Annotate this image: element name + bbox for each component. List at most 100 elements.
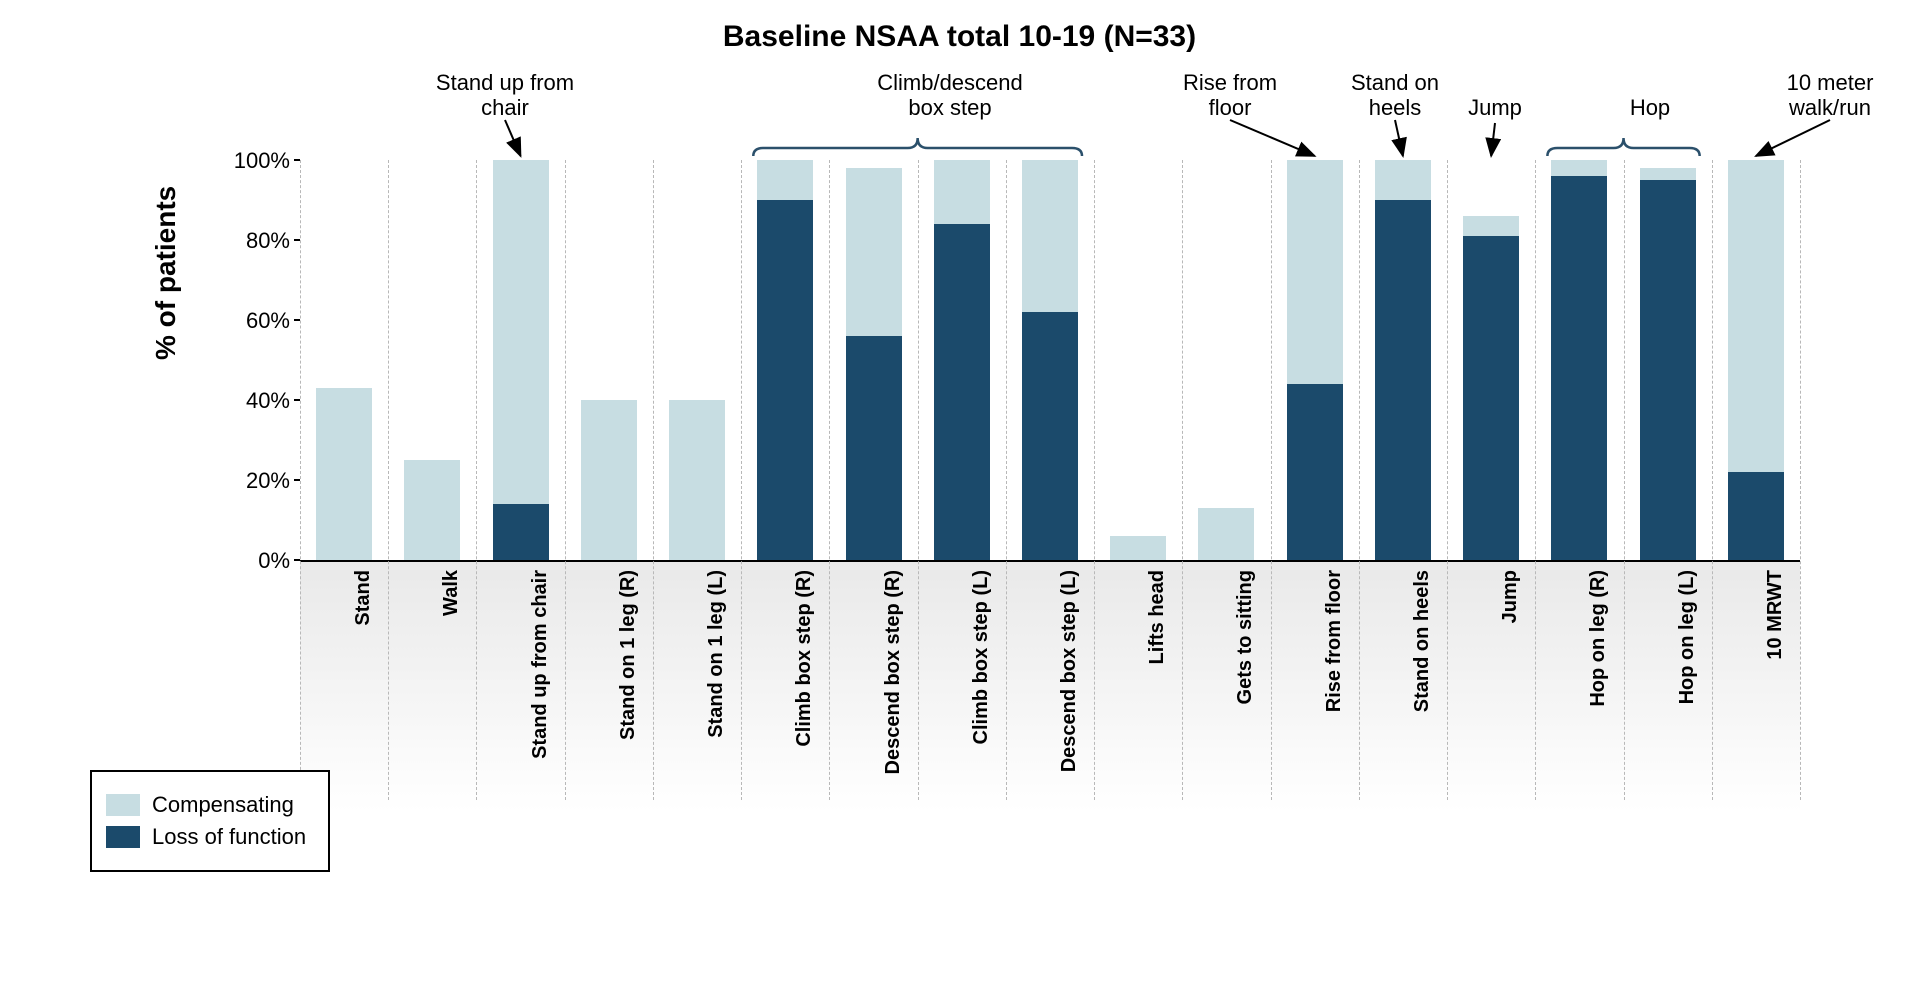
annotation-label: Stand up from chair: [405, 70, 605, 121]
bar: [846, 160, 902, 560]
legend-swatch: [106, 826, 140, 848]
bar-segment-loss: [846, 336, 902, 560]
legend-item: Loss of function: [106, 824, 306, 850]
bar-segment-loss: [1463, 236, 1519, 560]
gridline-vertical: [1359, 160, 1360, 800]
gridline-vertical: [1800, 160, 1801, 800]
gridline-vertical: [388, 160, 389, 800]
x-tick-label: Gets to sitting: [1234, 570, 1257, 704]
x-tick-label: Walk: [440, 570, 463, 616]
legend: Compensating Loss of function: [90, 770, 330, 872]
x-tick-label: Stand on 1 leg (L): [705, 570, 728, 738]
x-label-background: [300, 562, 1800, 812]
plot-area: [300, 160, 1800, 562]
x-tick-label: Hop on leg (R): [1587, 570, 1610, 707]
y-tick-label: 40%: [220, 388, 290, 414]
bar-segment-compensating: [669, 400, 725, 560]
bar-segment-compensating: [1375, 160, 1431, 200]
x-tick-label: Rise from floor: [1323, 570, 1346, 712]
bar-segment-compensating: [404, 460, 460, 560]
bar: [1022, 160, 1078, 560]
bar-segment-loss: [1022, 312, 1078, 560]
gridline-vertical: [741, 160, 742, 800]
x-tick-label: Climb box step (L): [970, 570, 993, 744]
y-tick-label: 20%: [220, 468, 290, 494]
gridline-vertical: [653, 160, 654, 800]
x-tick-label: Stand on heels: [1411, 570, 1434, 712]
bar-segment-loss: [1640, 180, 1696, 560]
gridline-vertical: [300, 160, 301, 800]
bar-segment-compensating: [757, 160, 813, 200]
bar-segment-compensating: [1287, 160, 1343, 384]
x-tick-label: 10 MRWT: [1764, 570, 1787, 660]
bar-segment-compensating: [1463, 216, 1519, 236]
annotation-label: 10 meter walk/run: [1730, 70, 1919, 121]
bar: [1728, 160, 1784, 560]
bar-segment-compensating: [1551, 160, 1607, 176]
x-tick-label: Jump: [1499, 570, 1522, 623]
annotation-label: Hop: [1550, 95, 1750, 120]
bar: [581, 160, 637, 560]
bar-segment-compensating: [934, 160, 990, 224]
gridline-vertical: [829, 160, 830, 800]
bar-segment-compensating: [316, 388, 372, 560]
bar-segment-loss: [1375, 200, 1431, 560]
x-tick-label: Hop on leg (L): [1676, 570, 1699, 704]
bar-segment-compensating: [1640, 168, 1696, 180]
y-tick-label: 0%: [220, 548, 290, 574]
chart-title: Baseline NSAA total 10-19 (N=33): [0, 20, 1919, 54]
bar: [1287, 160, 1343, 560]
legend-item: Compensating: [106, 792, 306, 818]
bar-segment-compensating: [846, 168, 902, 336]
bar-segment-loss: [1287, 384, 1343, 560]
x-tick-label: Stand up from chair: [529, 570, 552, 759]
x-tick-label: Stand: [352, 570, 375, 626]
gridline-vertical: [565, 160, 566, 800]
x-tick-label: Descend box step (R): [882, 570, 905, 774]
bar: [1640, 160, 1696, 560]
gridline-vertical: [1094, 160, 1095, 800]
x-tick-label: Lifts head: [1146, 570, 1169, 664]
bar: [934, 160, 990, 560]
bar-segment-loss: [1551, 176, 1607, 560]
annotation-label: Climb/descend box step: [850, 70, 1050, 121]
x-tick-label: Stand on 1 leg (R): [617, 570, 640, 740]
gridline-vertical: [1447, 160, 1448, 800]
legend-label: Compensating: [152, 792, 294, 818]
gridline-vertical: [1271, 160, 1272, 800]
bar-segment-loss: [757, 200, 813, 560]
bar: [1463, 160, 1519, 560]
bar: [404, 160, 460, 560]
bar-segment-compensating: [581, 400, 637, 560]
gridline-vertical: [476, 160, 477, 800]
bar-segment-loss: [934, 224, 990, 560]
gridline-vertical: [1712, 160, 1713, 800]
gridline-vertical: [1006, 160, 1007, 800]
y-tick-label: 80%: [220, 228, 290, 254]
bar: [757, 160, 813, 560]
bar-segment-compensating: [1022, 160, 1078, 312]
legend-label: Loss of function: [152, 824, 306, 850]
legend-swatch: [106, 794, 140, 816]
bar-segment-loss: [493, 504, 549, 560]
gridline-vertical: [1624, 160, 1625, 800]
y-tick-label: 60%: [220, 308, 290, 334]
bar-segment-loss: [1728, 472, 1784, 560]
bar: [493, 160, 549, 560]
gridline-vertical: [918, 160, 919, 800]
bar: [1198, 160, 1254, 560]
x-tick-label: Descend box step (L): [1058, 570, 1081, 772]
bar-segment-compensating: [1110, 536, 1166, 560]
bar: [316, 160, 372, 560]
bar: [1110, 160, 1166, 560]
bar: [669, 160, 725, 560]
y-tick-label: 100%: [220, 148, 290, 174]
x-tick-label: Climb box step (R): [793, 570, 816, 747]
bar: [1375, 160, 1431, 560]
bar: [1551, 160, 1607, 560]
bar-segment-compensating: [1198, 508, 1254, 560]
chart-container: { "title": "Baseline NSAA total 10-19 (N…: [0, 0, 1919, 999]
bar-segment-compensating: [1728, 160, 1784, 472]
gridline-vertical: [1182, 160, 1183, 800]
bar-segment-compensating: [493, 160, 549, 504]
